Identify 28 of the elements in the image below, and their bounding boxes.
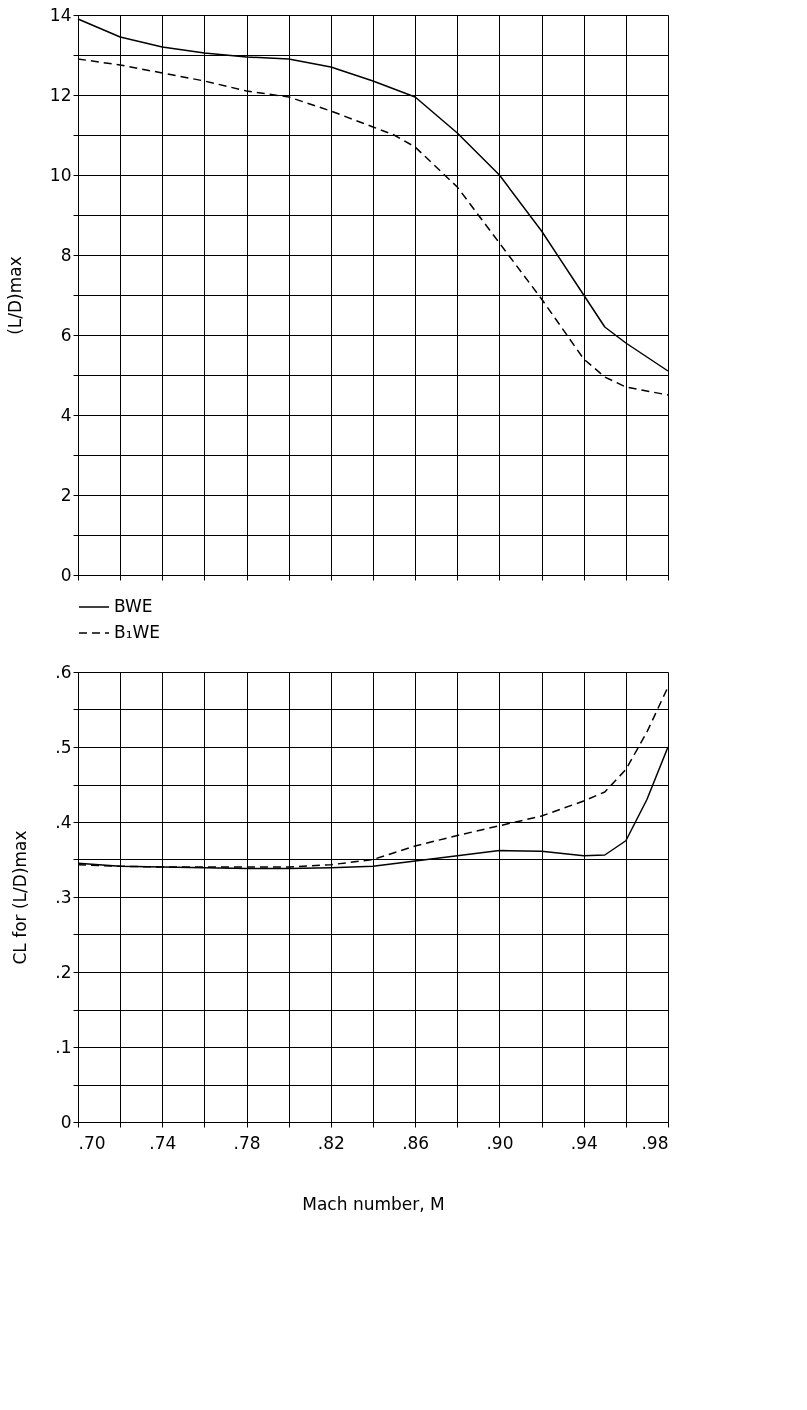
y-tick-label: 4	[60, 404, 72, 425]
y-tick-label: .1	[55, 1036, 72, 1057]
y-tick-label: .5	[55, 736, 72, 757]
y-tick-label: .2	[55, 961, 72, 982]
legend-label: BWE	[114, 596, 153, 616]
y-axis-title: CL for (L/D)max	[10, 830, 31, 965]
x-tick-label: .90	[486, 1132, 514, 1153]
x-tick-label: .78	[233, 1132, 261, 1153]
y-tick-label: 2	[60, 484, 72, 505]
x-tick-label: .74	[149, 1132, 177, 1153]
y-tick-label: 10	[49, 164, 72, 185]
x-tick-label: .98	[641, 1132, 669, 1153]
x-axis-title: Mach number, M	[302, 1193, 445, 1214]
y-tick-label: 14	[49, 4, 72, 25]
x-tick-label: .86	[402, 1132, 430, 1153]
y-tick-label: .6	[55, 661, 72, 682]
x-tick-label: .82	[317, 1132, 345, 1153]
y-tick-label: 6	[60, 324, 72, 345]
y-tick-label: 0	[60, 1111, 72, 1132]
y-tick-label: .3	[55, 886, 72, 907]
x-tick-label: .70	[78, 1132, 106, 1153]
y-tick-label: 8	[60, 244, 72, 265]
x-tick-label: .94	[570, 1132, 598, 1153]
y-tick-label: 0	[60, 564, 72, 585]
y-tick-label: .4	[55, 811, 72, 832]
y-axis-title: (L/D)max	[4, 256, 25, 335]
legend-label: B₁WE	[114, 622, 161, 642]
y-tick-label: 12	[49, 84, 72, 105]
